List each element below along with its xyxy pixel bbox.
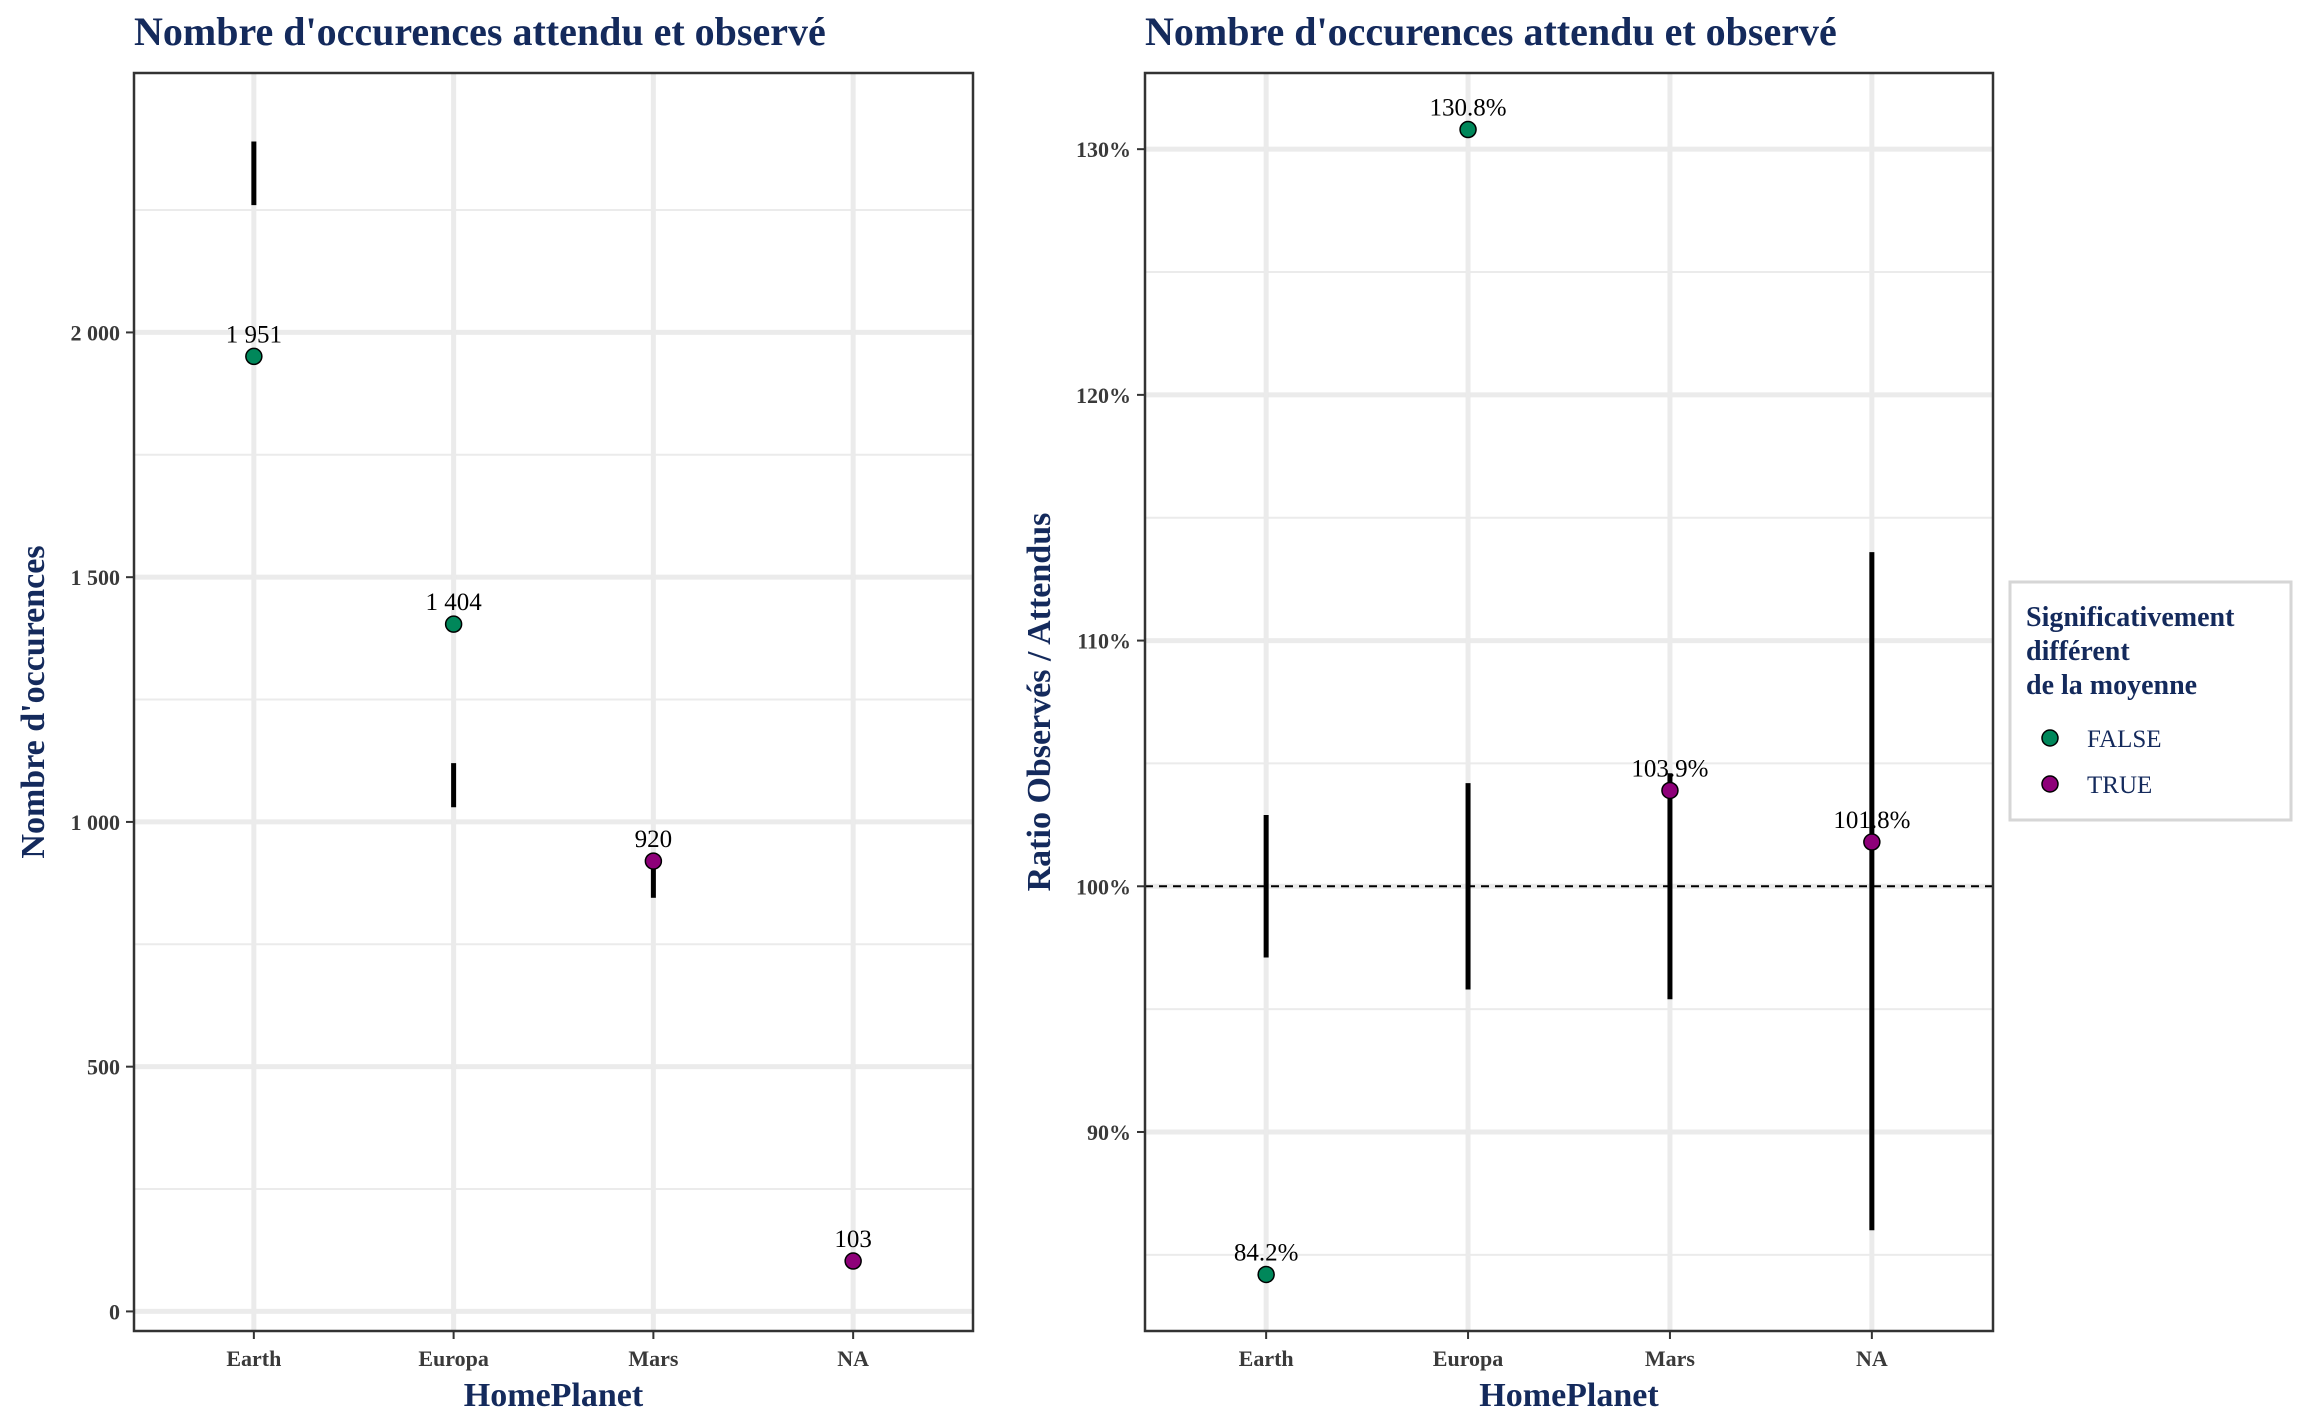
legend-title-line: de la moyenne [2026, 670, 2197, 701]
data-label: 84.2% [1234, 1239, 1299, 1266]
x-tick-label: Earth [1239, 1346, 1294, 1371]
legend-key [2041, 729, 2059, 747]
chart-title: Nombre d'occurences attendu et observé [1145, 9, 1837, 54]
x-tick-label: Europa [418, 1346, 489, 1371]
data-label: 101.8% [1833, 807, 1910, 834]
y-tick-label: 130% [1076, 137, 1131, 162]
chart-panel-1: 0 500 1 000 1 500 2 000 Earth Europa Mars NA 1 95… [15, 9, 975, 1414]
x-tick-label: Europa [1433, 1346, 1504, 1371]
data-point [1257, 1265, 1275, 1284]
y-tick-label: 1 500 [71, 565, 121, 590]
data-label: 1 404 [425, 589, 482, 616]
chart-panel-2: 90% 100% 110% 120% 130% Earth Europa Mars NA 84.2… [1021, 9, 1995, 1414]
y-tick-label: 100% [1076, 874, 1131, 899]
y-tick-label: 500 [87, 1055, 120, 1080]
legend-title-line: Significativement [2026, 602, 2235, 633]
y-tick-label: 110% [1077, 629, 1131, 654]
legend-label: FALSE [2087, 726, 2162, 753]
data-point [644, 852, 663, 870]
data-point [444, 615, 463, 633]
data-point [1863, 833, 1881, 851]
y-tick-label: 120% [1076, 383, 1131, 408]
y-tick-label: 2 000 [71, 320, 121, 345]
legend-key [2041, 775, 2059, 793]
x-tick-label: NA [837, 1346, 869, 1371]
data-point [1459, 120, 1477, 139]
panel-border [1143, 71, 1995, 1333]
legend-title-line: différent [2026, 636, 2130, 667]
data-label: 130.8% [1430, 95, 1507, 122]
data-point [1661, 781, 1679, 800]
panel-border [132, 71, 975, 1333]
data-point [245, 347, 263, 366]
x-tick-label: Earth [226, 1346, 281, 1371]
y-axis-title: Ratio Observés / Attendus [1021, 513, 1058, 892]
x-axis-title: HomePlanet [464, 1377, 644, 1414]
x-tick-label: Mars [1645, 1346, 1696, 1371]
y-axis-title: Nombre d'occurences [15, 545, 52, 858]
x-axis-title: HomePlanet [1479, 1377, 1659, 1414]
x-tick-label: Mars [628, 1346, 679, 1371]
chart-title: Nombre d'occurences attendu et observé [134, 9, 826, 54]
x-tick-label: NA [1856, 1346, 1888, 1371]
data-label: 920 [635, 826, 673, 853]
legend-label: TRUE [2087, 772, 2152, 799]
data-point [844, 1252, 862, 1270]
data-label: 1 951 [226, 321, 282, 348]
data-label: 103.9% [1631, 755, 1708, 782]
data-label: 103 [834, 1226, 872, 1253]
y-tick-label: 0 [109, 1299, 120, 1324]
y-tick-label: 90% [1087, 1120, 1131, 1145]
y-tick-label: 1 000 [71, 810, 121, 835]
